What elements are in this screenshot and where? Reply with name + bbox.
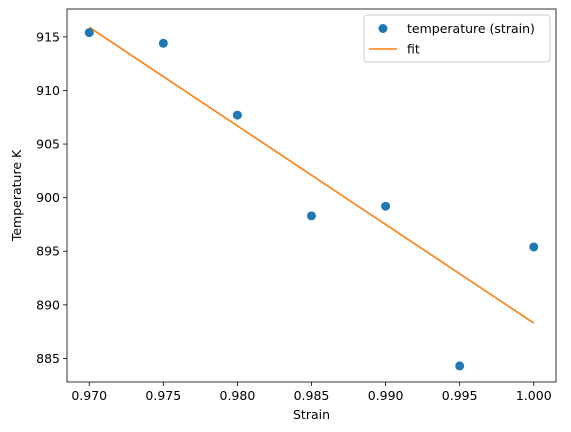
legend: temperature (strain) fit [363, 14, 551, 63]
data-point [307, 211, 316, 221]
x-tick-label: 0.975 [145, 388, 181, 403]
data-point [529, 242, 539, 252]
x-tick-label: 1.000 [516, 388, 552, 403]
x-tick-label: 0.995 [442, 388, 478, 403]
y-tick-label: 905 [36, 137, 60, 152]
y-tick-label: 885 [36, 351, 60, 366]
y-axis-label: Temperature K [9, 149, 24, 242]
x-axis: 0.970 0.975 0.980 0.985 0.990 0.995 1.000 [71, 382, 552, 403]
plot-area [84, 26, 539, 371]
data-point [232, 110, 242, 120]
fit-line [88, 26, 535, 324]
data-point [455, 361, 465, 371]
x-tick-label: 0.985 [294, 388, 330, 403]
data-point [381, 201, 391, 211]
legend-label-temperature: temperature (strain) [407, 21, 535, 36]
y-axis: 885 890 895 900 905 910 915 [36, 29, 67, 366]
legend-marker-temperature [378, 24, 388, 33]
y-tick-label: 895 [36, 244, 60, 259]
y-tick-label: 890 [36, 297, 60, 312]
x-tick-label: 0.980 [220, 388, 256, 403]
legend-box [363, 14, 551, 63]
x-tick-label: 0.970 [71, 388, 107, 403]
x-axis-label: Strain [293, 407, 330, 422]
legend-label-fit: fit [407, 42, 420, 57]
y-tick-label: 900 [36, 190, 60, 205]
y-tick-label: 910 [36, 83, 60, 98]
data-point [158, 38, 168, 48]
plot-frame [66, 8, 557, 383]
data-point [84, 28, 94, 38]
x-tick-label: 0.990 [368, 388, 404, 403]
y-tick-label: 915 [36, 29, 60, 44]
